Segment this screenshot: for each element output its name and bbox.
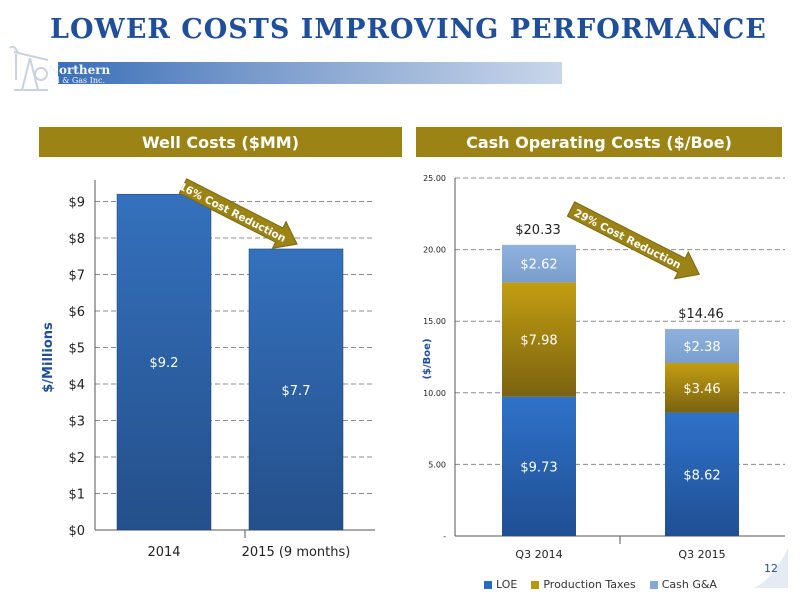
x-tick-label: 2015 (9 months)	[242, 545, 351, 560]
loe-segment	[502, 396, 576, 536]
y-tick-label: $2	[68, 451, 85, 466]
cash-ga-segment	[502, 244, 576, 283]
y-axis-title: ($/Boe)	[422, 338, 433, 379]
page-number: 12	[764, 562, 778, 575]
production-taxes-segment	[502, 282, 576, 397]
arrow-shape	[178, 178, 298, 250]
arrow-shape	[566, 201, 701, 280]
company-logo	[9, 45, 49, 91]
y-tick-label: 10.00	[423, 389, 446, 398]
title-underline-bar	[58, 62, 562, 84]
segment-data-label: $7.98	[520, 334, 557, 349]
legend-swatch-loe	[484, 580, 492, 589]
y-tick-label: 15.00	[423, 317, 446, 326]
y-tick-label: $0	[68, 524, 85, 539]
bar-data-label: $9.2	[150, 356, 179, 371]
annotation-label: 29% Cost Reduction	[572, 207, 683, 271]
logo-line1: Northern	[48, 63, 111, 77]
y-tick-label: -	[443, 532, 446, 541]
y-tick-label: $5	[68, 342, 85, 357]
x-tick-label: Q3 2014	[515, 548, 562, 561]
y-tick-label: 5.00	[428, 460, 446, 469]
segment-data-label: $2.62	[520, 258, 557, 273]
y-tick-label: $8	[68, 232, 85, 247]
page-title: LOWER COSTS IMPROVING PERFORMANCE	[50, 14, 767, 45]
segment-data-label: $2.38	[683, 340, 720, 355]
page-corner-decoration	[754, 548, 788, 588]
loe-segment	[665, 412, 739, 536]
y-tick-label: $9	[68, 196, 85, 211]
x-tick-label: 2014	[147, 545, 180, 560]
y-tick-label: $3	[68, 415, 85, 430]
y-axis-title: $/Millions	[41, 322, 56, 393]
legend-item-production-taxes: Production Taxes	[531, 578, 636, 591]
y-tick-label: 25.00	[423, 174, 446, 183]
total-label: $20.33	[515, 223, 561, 238]
y-tick-label: $1	[68, 488, 85, 503]
bar	[116, 193, 212, 531]
x-tick-label: Q3 2015	[678, 548, 725, 561]
y-tick-label: 20.00	[423, 246, 446, 255]
legend-item-loe: LOE	[484, 578, 517, 591]
y-tick-label: $6	[68, 305, 85, 320]
well-costs-header: Well Costs ($MM)	[39, 127, 402, 157]
well-costs-chart: $0 $1 $2 $3 $4 $5 $6 $7 $8 $9 $/Millions $9.2 2014 $7…	[41, 178, 375, 560]
segment-data-label: $3.46	[683, 382, 720, 397]
logo-line2: Oil & Gas Inc.	[48, 76, 106, 85]
y-tick-label: $4	[68, 378, 85, 393]
logo-text: Northern Oil & Gas Inc.	[48, 64, 110, 85]
legend-label-cash-ga: Cash G&A	[661, 578, 717, 591]
production-taxes-segment	[665, 363, 739, 413]
legend-label-loe: LOE	[496, 578, 518, 591]
cost-reduction-arrow: 29% Cost Reduction	[566, 201, 701, 280]
bar	[248, 248, 344, 531]
y-tick-label: $7	[68, 269, 85, 284]
segment-data-label: $9.73	[520, 460, 557, 475]
legend-item-cash-ga: Cash G&A	[649, 578, 717, 591]
legend-swatch-cash-ga	[649, 580, 658, 589]
bar-data-label: $7.7	[282, 384, 311, 399]
legend-label-production-taxes: Production Taxes	[543, 578, 636, 591]
chart-legend: LOE Production Taxes Cash G&A	[484, 578, 717, 591]
total-label: $14.46	[678, 307, 724, 322]
segment-data-label: $8.62	[683, 468, 720, 483]
cash-operating-costs-chart: - 5.00 10.00 15.00 20.00 25.00 ($/Boe) $9.73 $7.…	[422, 174, 785, 561]
cash-operating-costs-header: Cash Operating Costs ($/Boe)	[416, 127, 782, 157]
legend-swatch-production-taxes	[531, 580, 540, 589]
cash-ga-segment	[665, 328, 739, 364]
